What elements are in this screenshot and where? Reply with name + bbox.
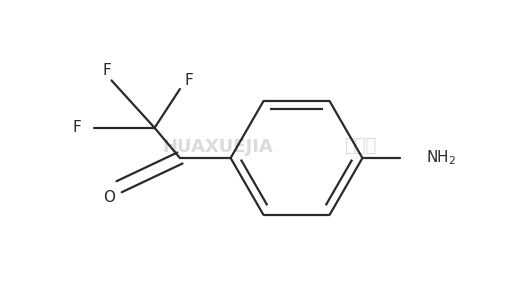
Text: NH$_2$: NH$_2$ <box>426 149 456 167</box>
Text: 化学加: 化学加 <box>344 137 376 156</box>
Text: F: F <box>72 120 81 135</box>
Text: F: F <box>185 73 194 88</box>
Text: HUAXUEJIA: HUAXUEJIA <box>162 137 273 156</box>
Text: O: O <box>103 190 115 205</box>
Text: F: F <box>102 62 111 78</box>
